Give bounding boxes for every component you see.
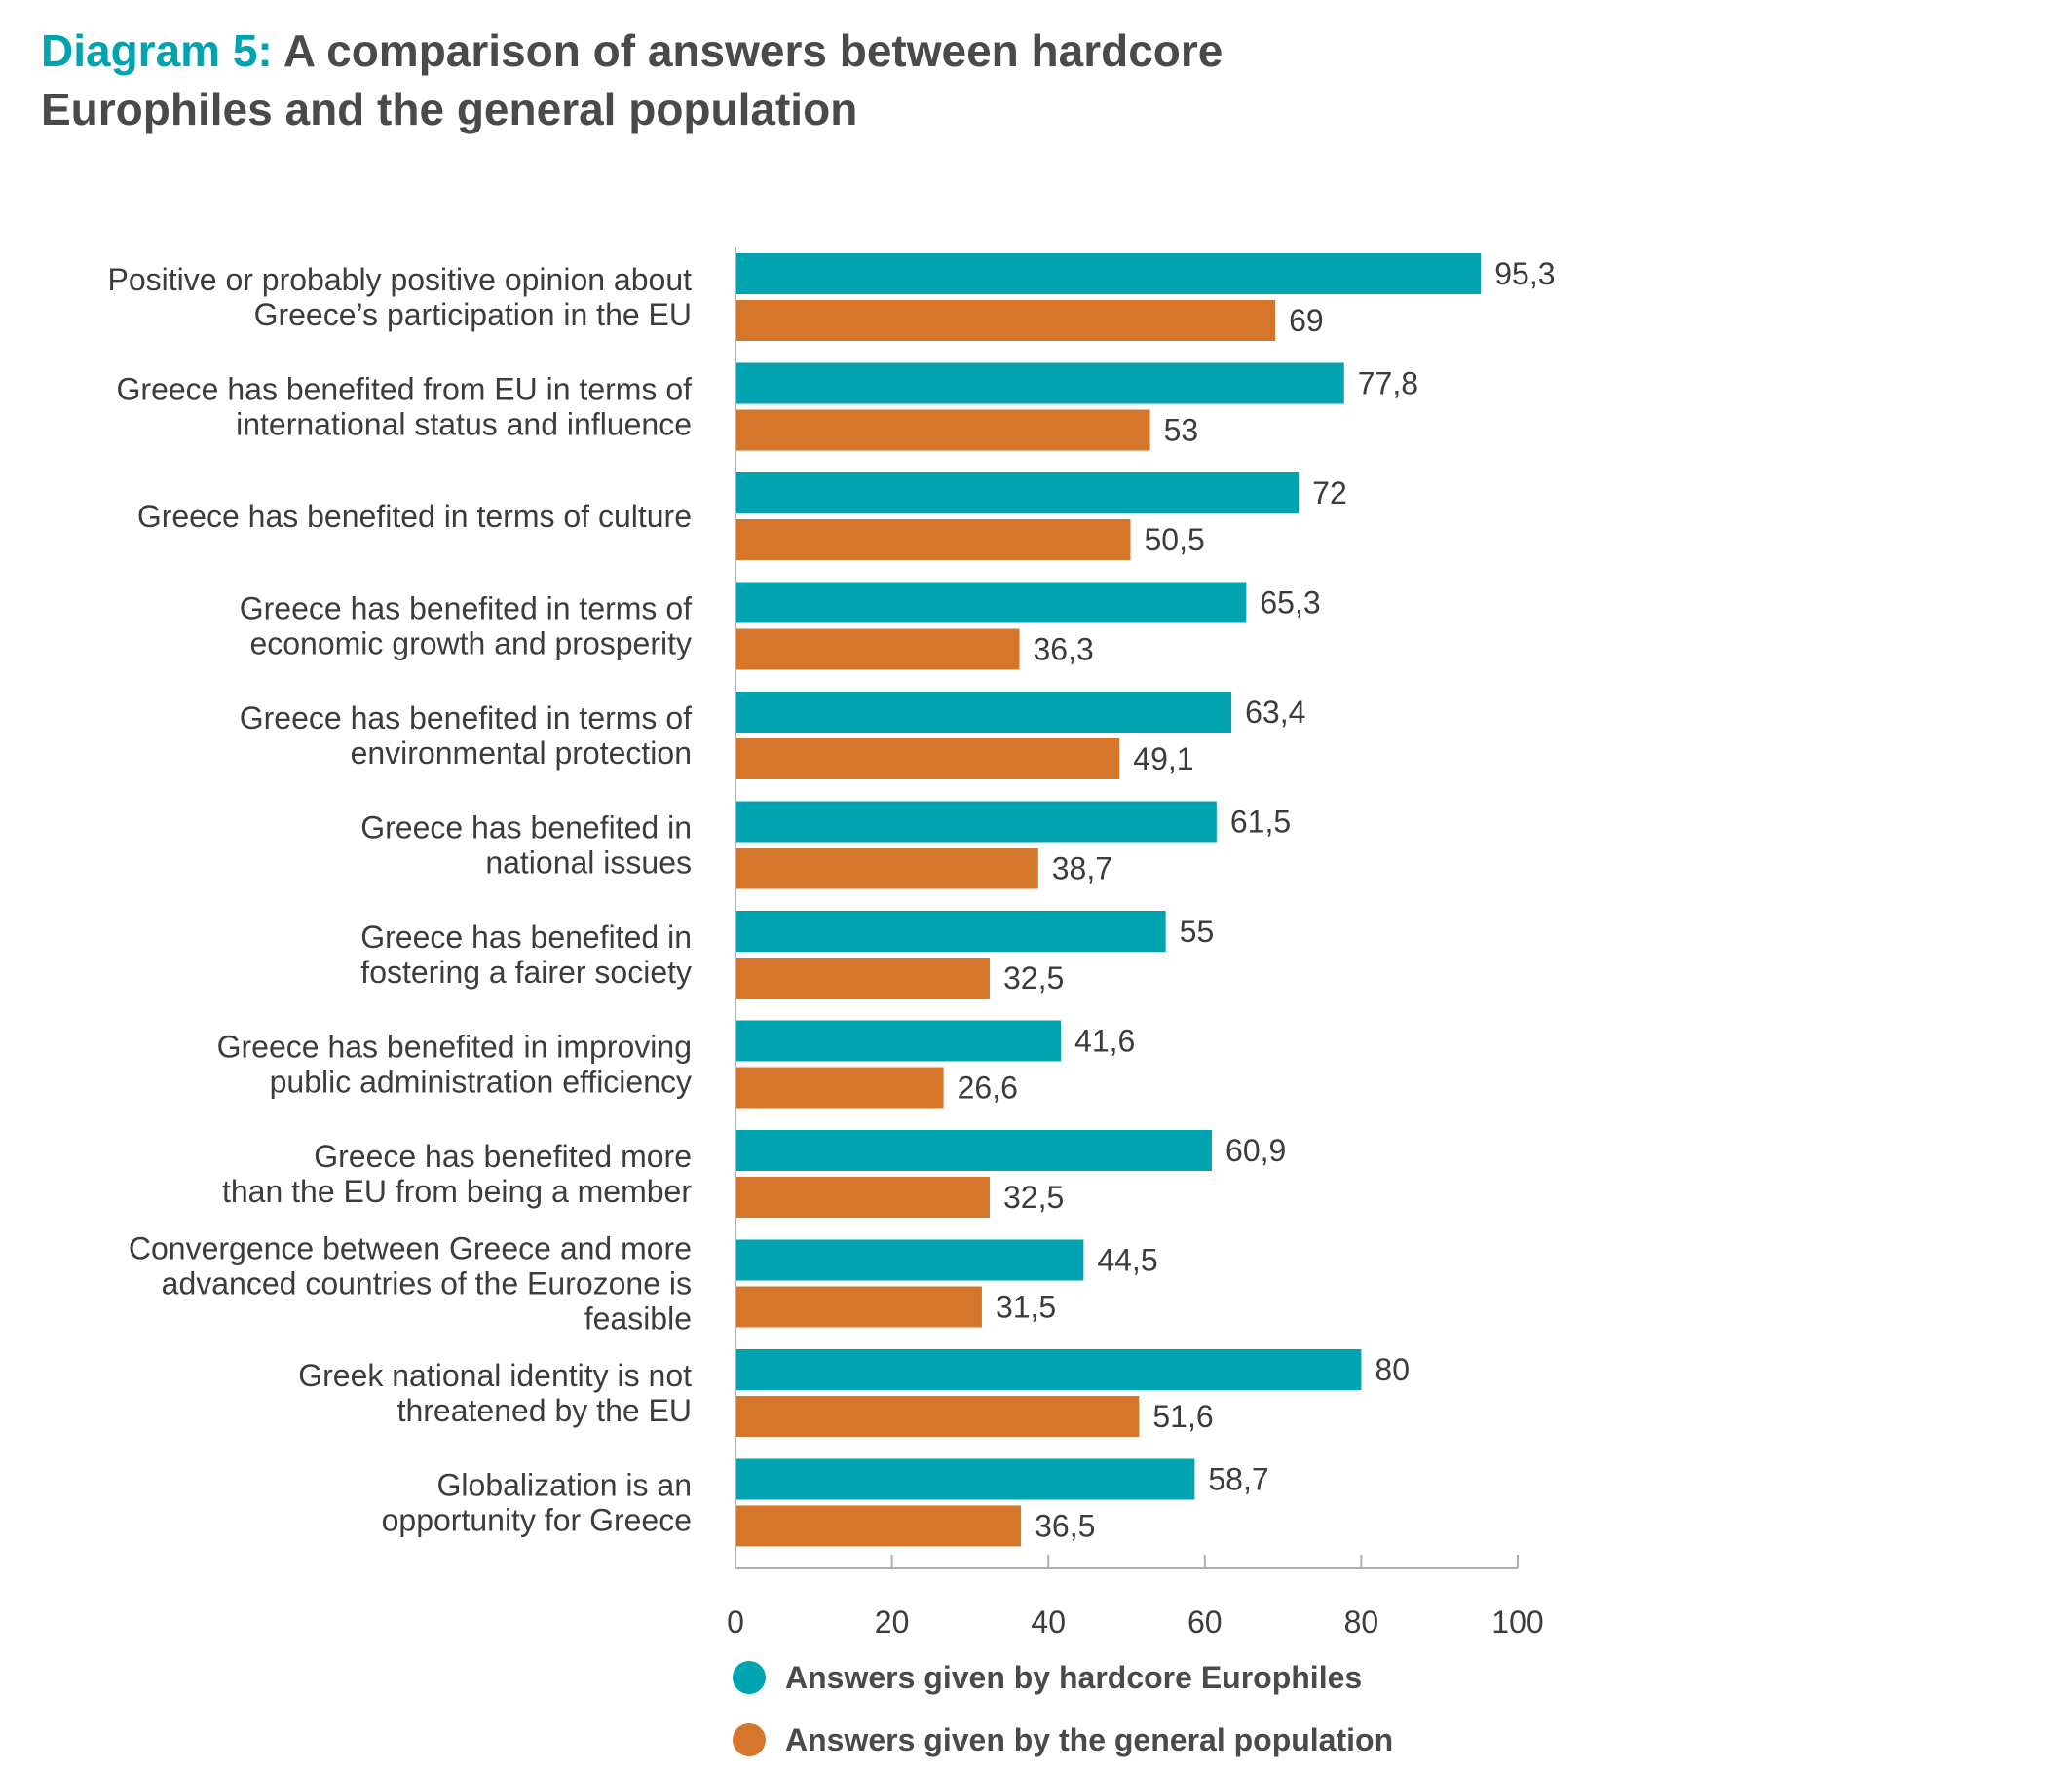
bar-general-9 [735, 1286, 982, 1328]
value-label-europhiles-11: 58,7 [1208, 1462, 1268, 1497]
title-line-2: Europhiles and the general population [41, 84, 858, 134]
category-label-0-line-1: Greece’s participation in the EU [254, 297, 692, 332]
x-tick-label-4: 80 [1344, 1604, 1379, 1639]
category-label-9-line-1: advanced countries of the Eurozone is [162, 1266, 692, 1301]
bar-europhiles-9 [735, 1239, 1084, 1281]
x-tick-label-0: 0 [727, 1604, 744, 1639]
category-label-11-line-0: Globalization is an [437, 1468, 692, 1503]
bar-europhiles-3 [735, 582, 1247, 623]
value-label-europhiles-1: 77,8 [1358, 366, 1418, 401]
legend-swatch-europhiles [733, 1661, 766, 1694]
bar-general-5 [735, 848, 1038, 889]
x-tick-label-2: 40 [1031, 1604, 1066, 1639]
value-label-europhiles-5: 61,5 [1230, 805, 1291, 840]
legend-item-europhiles: Answers given by hardcore Europhiles [733, 1646, 1393, 1709]
bar-europhiles-1 [735, 362, 1344, 404]
category-label-4-line-0: Greece has benefited in terms of [240, 700, 692, 735]
x-tick-label-5: 100 [1491, 1604, 1543, 1639]
bar-general-3 [735, 628, 1020, 670]
x-tick-label-1: 20 [875, 1604, 910, 1639]
title-line-1: A comparison of answers between hardcore [283, 25, 1224, 76]
category-label-2-line-0: Greece has benefited in terms of culture [137, 499, 692, 534]
category-label-5-line-1: national issues [485, 846, 692, 881]
value-label-general-1: 53 [1164, 413, 1199, 448]
category-label-7-line-0: Greece has benefited in improving [217, 1030, 692, 1065]
value-label-europhiles-2: 72 [1312, 475, 1347, 510]
bar-europhiles-8 [735, 1130, 1213, 1171]
category-label-3-line-0: Greece has benefited in terms of [240, 591, 692, 626]
legend-swatch-general [733, 1723, 766, 1756]
bar-general-4 [735, 738, 1120, 779]
category-label-10-line-1: threatened by the EU [397, 1393, 692, 1428]
bar-europhiles-4 [735, 692, 1232, 733]
value-label-general-2: 50,5 [1145, 522, 1205, 557]
category-label-3-line-1: economic growth and prosperity [249, 626, 692, 661]
category-label-6-line-0: Greece has benefited in [360, 920, 692, 955]
bar-europhiles-11 [735, 1458, 1195, 1500]
bar-general-2 [735, 519, 1131, 560]
category-label-8-line-0: Greece has benefited more [314, 1139, 692, 1174]
x-tick-label-3: 60 [1187, 1604, 1223, 1639]
bar-general-6 [735, 958, 990, 999]
bar-europhiles-7 [735, 1020, 1062, 1062]
bar-general-7 [735, 1067, 944, 1109]
category-label-9-line-2: feasible [584, 1301, 692, 1337]
value-label-general-11: 36,5 [1035, 1509, 1095, 1544]
category-label-1-line-1: international status and influence [236, 407, 692, 442]
category-label-6-line-1: fostering a fairer society [360, 955, 692, 990]
value-label-europhiles-3: 65,3 [1260, 585, 1320, 621]
value-label-general-7: 26,6 [958, 1071, 1018, 1106]
category-label-0-line-0: Positive or probably positive opinion ab… [108, 262, 693, 297]
value-label-europhiles-10: 80 [1375, 1352, 1410, 1387]
bar-europhiles-0 [735, 253, 1482, 294]
category-label-4-line-1: environmental protection [351, 735, 692, 771]
bar-europhiles-10 [735, 1349, 1362, 1390]
legend-label-general: Answers given by the general population [785, 1721, 1394, 1757]
value-label-europhiles-9: 44,5 [1097, 1243, 1157, 1278]
value-label-general-9: 31,5 [996, 1290, 1056, 1325]
title-prefix: Diagram 5: [41, 25, 273, 76]
value-label-general-10: 51,6 [1152, 1399, 1213, 1434]
category-label-9-line-0: Convergence between Greece and more [129, 1231, 692, 1266]
value-label-europhiles-8: 60,9 [1225, 1133, 1286, 1168]
value-label-europhiles-6: 55 [1180, 914, 1215, 949]
bar-general-10 [735, 1396, 1140, 1437]
category-label-5-line-0: Greece has benefited in [360, 810, 692, 846]
bar-europhiles-5 [735, 801, 1217, 843]
bar-europhiles-6 [735, 911, 1166, 952]
category-label-8-line-1: than the EU from being a member [222, 1174, 692, 1209]
value-label-europhiles-4: 63,4 [1245, 695, 1305, 730]
legend-label-europhiles: Answers given by hardcore Europhiles [785, 1659, 1363, 1695]
value-label-europhiles-0: 95,3 [1494, 256, 1555, 291]
legend-item-general: Answers given by the general population [733, 1709, 1393, 1771]
value-label-europhiles-7: 41,6 [1074, 1024, 1135, 1059]
value-label-general-0: 69 [1289, 303, 1324, 338]
value-label-general-8: 32,5 [1003, 1180, 1064, 1215]
legend: Answers given by hardcore Europhiles Ans… [733, 1646, 1393, 1771]
category-label-7-line-1: public administration efficiency [270, 1065, 692, 1100]
category-label-11-line-1: opportunity for Greece [382, 1503, 692, 1538]
category-label-1-line-0: Greece has benefited from EU in terms of [117, 372, 693, 407]
chart-title: Diagram 5: A comparison of answers betwe… [41, 21, 1223, 138]
bar-general-1 [735, 409, 1150, 451]
value-label-general-5: 38,7 [1052, 851, 1112, 886]
bar-general-8 [735, 1177, 990, 1218]
bar-general-0 [735, 300, 1276, 341]
bar-europhiles-2 [735, 472, 1300, 513]
value-label-general-3: 36,3 [1033, 632, 1093, 667]
category-label-10-line-0: Greek national identity is not [298, 1358, 692, 1393]
value-label-general-6: 32,5 [1003, 961, 1064, 996]
bar-general-11 [735, 1505, 1022, 1547]
value-label-general-4: 49,1 [1133, 741, 1193, 776]
